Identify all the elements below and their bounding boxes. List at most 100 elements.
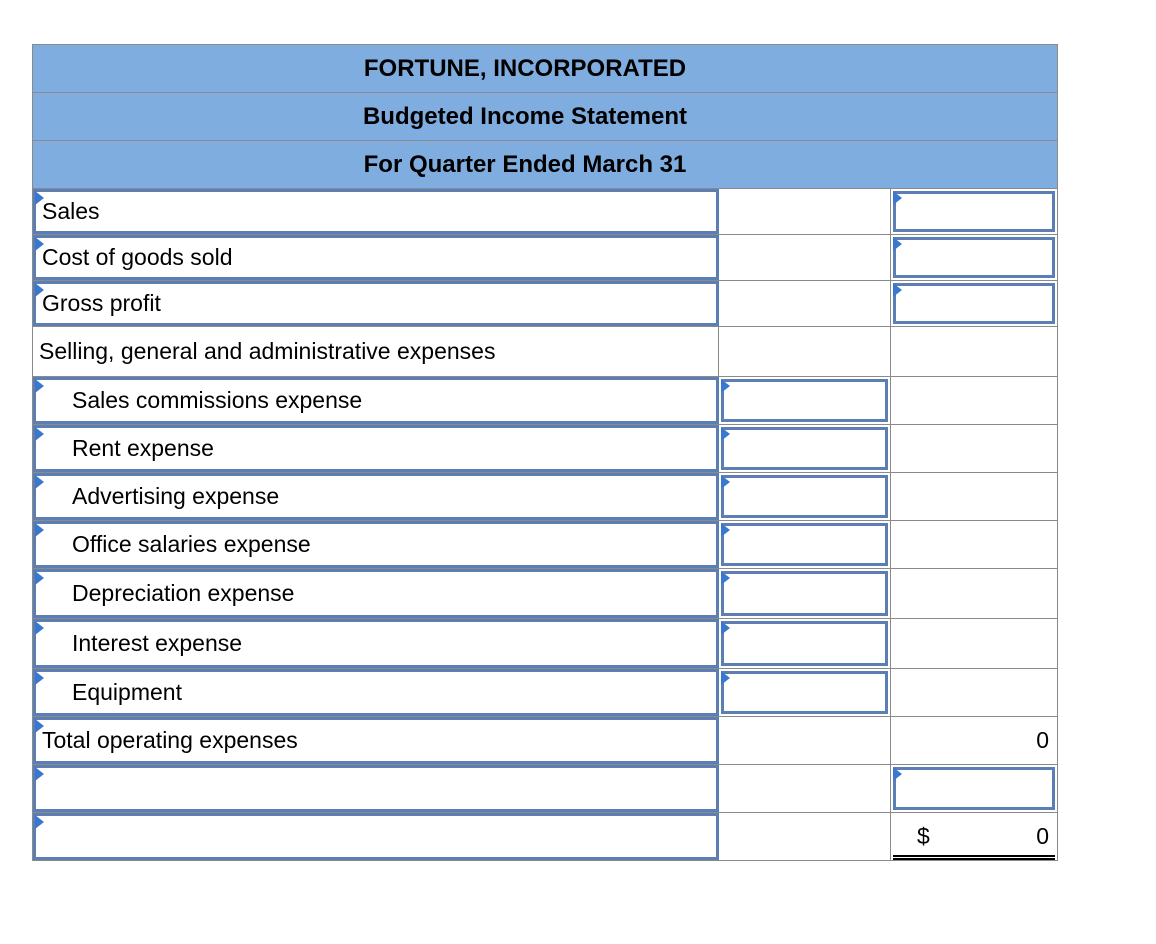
dropdown-marker-icon [35, 427, 44, 441]
total-cell [891, 669, 1057, 716]
account-select-expense[interactable]: Rent expense [33, 425, 719, 472]
total-cell [891, 619, 1057, 668]
dropdown-marker-icon [721, 427, 730, 441]
total-input-cogs[interactable] [891, 235, 1057, 280]
table-row: Advertising expense [32, 473, 1058, 521]
dropdown-marker-icon [721, 523, 730, 537]
double-underline [893, 855, 1055, 860]
account-select-expense[interactable]: Depreciation expense [33, 569, 719, 618]
total-cell [891, 377, 1057, 424]
input-box[interactable] [721, 475, 888, 518]
table-row: Selling, general and administrative expe… [32, 327, 1058, 377]
final-total-value: $ 0 [891, 813, 1057, 860]
currency-symbol: $ [917, 823, 930, 849]
amount-cell [719, 717, 891, 764]
input-box[interactable] [721, 379, 888, 422]
dropdown-marker-icon [35, 815, 44, 829]
dropdown-marker-icon [893, 767, 902, 781]
table-row: Sales commissions expense [32, 377, 1058, 425]
total-cell [891, 473, 1057, 520]
input-box[interactable] [721, 621, 888, 666]
total-input-gross-profit[interactable] [891, 281, 1057, 326]
table-row: Depreciation expense [32, 569, 1058, 619]
table-row: Office salaries expense [32, 521, 1058, 569]
amount-input-expense[interactable] [719, 473, 891, 520]
dropdown-marker-icon [35, 523, 44, 537]
header-period: For Quarter Ended March 31 [32, 140, 1058, 189]
input-box[interactable] [893, 191, 1055, 232]
account-select-expense[interactable]: Sales commissions expense [33, 377, 719, 424]
company-name: FORTUNE, INCORPORATED [363, 54, 687, 82]
account-select-total-opex[interactable]: Total operating expenses [33, 717, 719, 764]
dropdown-marker-icon [35, 767, 44, 781]
dropdown-marker-icon [35, 283, 44, 297]
statement-title: Budgeted Income Statement [362, 102, 688, 130]
input-box[interactable] [893, 283, 1055, 324]
input-box[interactable] [721, 427, 888, 470]
header-company: FORTUNE, INCORPORATED [32, 44, 1058, 92]
dropdown-marker-icon [721, 475, 730, 489]
dropdown-marker-icon [893, 283, 902, 297]
amount-cell [719, 235, 891, 280]
account-select-expense[interactable]: Interest expense [33, 619, 719, 668]
account-select-expense[interactable]: Advertising expense [33, 473, 719, 520]
dropdown-marker-icon [35, 671, 44, 685]
table-row: Gross profit [32, 281, 1058, 327]
amount-input-expense[interactable] [719, 377, 891, 424]
account-select-gross-profit[interactable]: Gross profit [33, 281, 719, 326]
dropdown-marker-icon [35, 571, 44, 585]
dropdown-marker-icon [721, 671, 730, 685]
amount-input-expense[interactable] [719, 425, 891, 472]
dropdown-marker-icon [35, 237, 44, 251]
dropdown-marker-icon [35, 719, 44, 733]
table-row: Total operating expenses 0 [32, 717, 1058, 765]
total-cell [891, 327, 1057, 376]
table-row: Sales [32, 189, 1058, 235]
dropdown-marker-icon [893, 191, 902, 205]
amount-cell [719, 189, 891, 234]
account-select-expense[interactable]: Office salaries expense [33, 521, 719, 568]
account-select-expense[interactable]: Equipment [33, 669, 719, 716]
table-row: Interest expense [32, 619, 1058, 669]
total-input-sales[interactable] [891, 189, 1057, 234]
input-box[interactable] [721, 523, 888, 566]
amount-cell [719, 765, 891, 812]
table-row: $ 0 [32, 813, 1058, 861]
dropdown-marker-icon [893, 237, 902, 251]
amount-input-expense[interactable] [719, 619, 891, 668]
dropdown-marker-icon [35, 379, 44, 393]
dropdown-marker-icon [721, 571, 730, 585]
table-row: Rent expense [32, 425, 1058, 473]
header-statement: Budgeted Income Statement [32, 92, 1058, 140]
dropdown-marker-icon [35, 191, 44, 205]
input-box[interactable] [893, 767, 1055, 810]
amount-input-expense[interactable] [719, 569, 891, 618]
dropdown-marker-icon [721, 379, 730, 393]
table-row: Equipment [32, 669, 1058, 717]
dropdown-marker-icon [35, 475, 44, 489]
table-row [32, 765, 1058, 813]
total-cell [891, 569, 1057, 618]
account-select-blank[interactable] [33, 765, 719, 812]
amount-cell [719, 281, 891, 326]
input-box[interactable] [893, 237, 1055, 278]
dropdown-marker-icon [35, 621, 44, 635]
section-label: Selling, general and administrative expe… [33, 327, 719, 376]
amount-cell [719, 327, 891, 376]
amount-input-expense[interactable] [719, 669, 891, 716]
income-statement-table: FORTUNE, INCORPORATED Budgeted Income St… [32, 44, 1058, 861]
statement-period: For Quarter Ended March 31 [363, 150, 687, 178]
total-cell [891, 521, 1057, 568]
account-select-cogs[interactable]: Cost of goods sold [33, 235, 719, 280]
amount-input-expense[interactable] [719, 521, 891, 568]
account-select-sales[interactable]: Sales [33, 189, 719, 234]
dropdown-marker-icon [721, 621, 730, 635]
total-cell [891, 425, 1057, 472]
table-row: Cost of goods sold [32, 235, 1058, 281]
input-box[interactable] [721, 571, 888, 616]
input-box[interactable] [721, 671, 888, 714]
amount-cell [719, 813, 891, 860]
account-select-final[interactable] [33, 813, 719, 860]
total-input-blank[interactable] [891, 765, 1057, 812]
total-opex-value: 0 [1036, 727, 1049, 753]
